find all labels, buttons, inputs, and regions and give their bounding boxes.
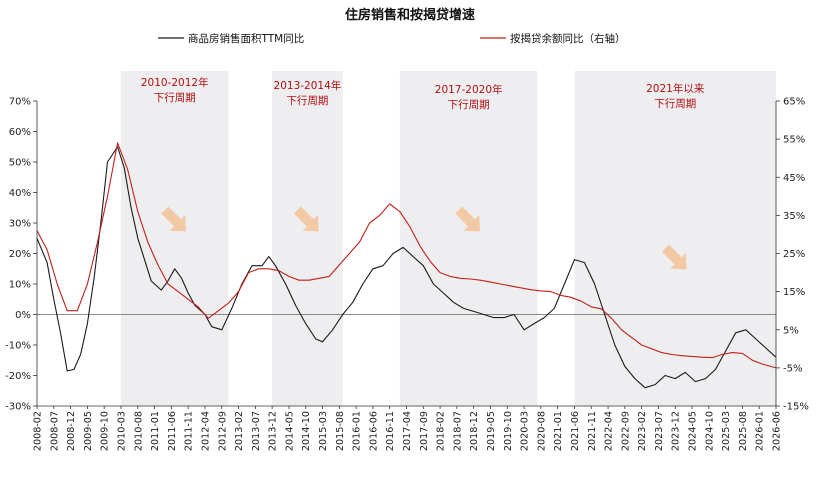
x-tick-label: 2025-03: [721, 411, 732, 451]
x-tick-label: 2016-11: [385, 411, 396, 451]
left-tick-label: 70%: [9, 97, 31, 108]
right-tick-label: -5%: [783, 363, 802, 374]
x-tick-label: 2011-01: [150, 411, 161, 451]
x-tick-label: 2017-04: [402, 411, 413, 451]
x-tick-label: 2019-10: [503, 411, 514, 451]
right-tick-label: 55%: [783, 135, 805, 146]
x-tick-label: 2023-07: [654, 411, 665, 451]
left-tick-label: -20%: [5, 371, 31, 382]
x-tick-label: 2014-10: [301, 411, 312, 451]
x-tick-label: 2018-12: [469, 411, 480, 451]
x-tick-label: 2022-04: [604, 411, 615, 451]
x-tick-label: 2018-02: [436, 411, 447, 451]
period-label-1: 2013-2014年: [274, 79, 342, 92]
period-label-0: 2010-2012年: [141, 76, 209, 89]
x-tick-label: 2012-09: [217, 411, 228, 451]
x-tick-label: 2016-06: [368, 411, 379, 451]
x-tick-label: 2017-09: [419, 411, 430, 451]
shaded-periods: [120, 71, 776, 406]
x-tick-label: 2011-06: [167, 411, 178, 451]
left-tick-label: 50%: [9, 158, 31, 169]
x-tick-label: 2016-01: [352, 411, 363, 451]
x-tick-label: 2015-03: [318, 411, 329, 451]
x-tick-label: 2014-05: [284, 411, 295, 451]
left-tick-label: -10%: [5, 341, 31, 352]
chart-title: 住房销售和按揭贷增速: [345, 7, 475, 23]
period-annotations: 2010-2012年下行周期2013-2014年下行周期2017-2020年下行…: [141, 76, 705, 111]
x-tick-label: 2023-02: [637, 411, 648, 451]
axes: -30% -20% -10% 0% 10% 20% 30% 40% 50% 60% 70% -15% -…: [5, 97, 809, 452]
shaded-period-3: [574, 71, 776, 406]
legend-label-0: 商品房销售面积TTM同比: [188, 32, 304, 45]
right-tick-label: 25%: [783, 249, 805, 260]
x-tick-label: 2021-01: [553, 411, 564, 451]
left-tick-label: 30%: [9, 219, 31, 230]
left-tick-label: -30%: [5, 402, 31, 413]
x-tick-label: 2021-06: [570, 411, 581, 451]
x-tick-label: 2020-08: [536, 411, 547, 451]
x-tick-label: 2018-07: [452, 411, 463, 451]
period-sublabel-0: 下行周期: [154, 91, 196, 104]
x-tick-label: 2010-03: [116, 411, 127, 451]
right-tick-label: 65%: [783, 97, 805, 108]
shaded-period-2: [399, 71, 538, 406]
shaded-period-1: [272, 71, 343, 406]
x-tick-label: 2024-05: [688, 411, 699, 451]
x-tick-label: 2022-09: [620, 411, 631, 451]
x-tick-label: 2010-08: [133, 411, 144, 451]
x-tick-label: 2026-06: [772, 411, 783, 451]
x-tick-label: 2012-04: [200, 411, 211, 451]
x-tick-label: 2013-02: [234, 411, 245, 451]
legend-label-1: 按揭贷余额同比（右轴）: [510, 32, 626, 45]
x-tick-label: 2013-07: [251, 411, 262, 451]
left-tick-label: 60%: [9, 127, 31, 138]
legend: 商品房销售面积TTM同比 按揭贷余额同比（右轴）: [158, 32, 626, 45]
x-tick-label: 2015-08: [335, 411, 346, 451]
left-tick-label: 10%: [9, 280, 31, 291]
series-line-1: [36, 142, 777, 369]
down-arrow-icon: [661, 244, 687, 270]
right-tick-label: 35%: [783, 211, 805, 222]
x-tick-label: 2019-05: [486, 411, 497, 451]
period-label-3: 2021年以来: [646, 82, 705, 95]
x-tick-label: 2021-11: [587, 411, 598, 451]
down-arrow-icon: [161, 206, 187, 232]
left-tick-label: 0%: [15, 310, 31, 321]
series-line-0: [36, 146, 777, 389]
right-tick-label: 15%: [783, 287, 805, 298]
series-lines: [36, 142, 777, 389]
x-tick-label: 2008-07: [49, 411, 60, 451]
x-tick-label: 2026-01: [755, 411, 766, 451]
trend-arrows: [161, 206, 687, 270]
left-tick-label: 40%: [9, 188, 31, 199]
x-tick-label: 2008-12: [66, 411, 77, 451]
x-tick-label: 2008-02: [33, 411, 44, 451]
down-arrow-icon: [293, 206, 319, 232]
shaded-period-0: [120, 71, 229, 406]
period-sublabel-2: 下行周期: [448, 98, 490, 111]
period-sublabel-3: 下行周期: [654, 97, 696, 110]
x-tick-label: 2013-12: [268, 411, 279, 451]
down-arrow-icon: [455, 206, 480, 232]
x-tick-label: 2025-08: [738, 411, 749, 451]
right-tick-label: 45%: [783, 173, 805, 184]
period-sublabel-1: 下行周期: [286, 94, 328, 107]
x-tick-label: 2009-10: [100, 411, 111, 451]
period-label-2: 2017-2020年: [435, 83, 503, 96]
x-tick-label: 2023-12: [671, 411, 682, 451]
right-tick-label: -15%: [783, 402, 809, 413]
x-tick-label: 2024-10: [704, 411, 715, 451]
x-tick-label: 2011-11: [184, 411, 195, 451]
right-tick-label: 5%: [783, 325, 799, 336]
x-tick-label: 2009-05: [83, 411, 94, 451]
left-tick-label: 20%: [9, 249, 31, 260]
x-tick-label: 2020-03: [520, 411, 531, 451]
